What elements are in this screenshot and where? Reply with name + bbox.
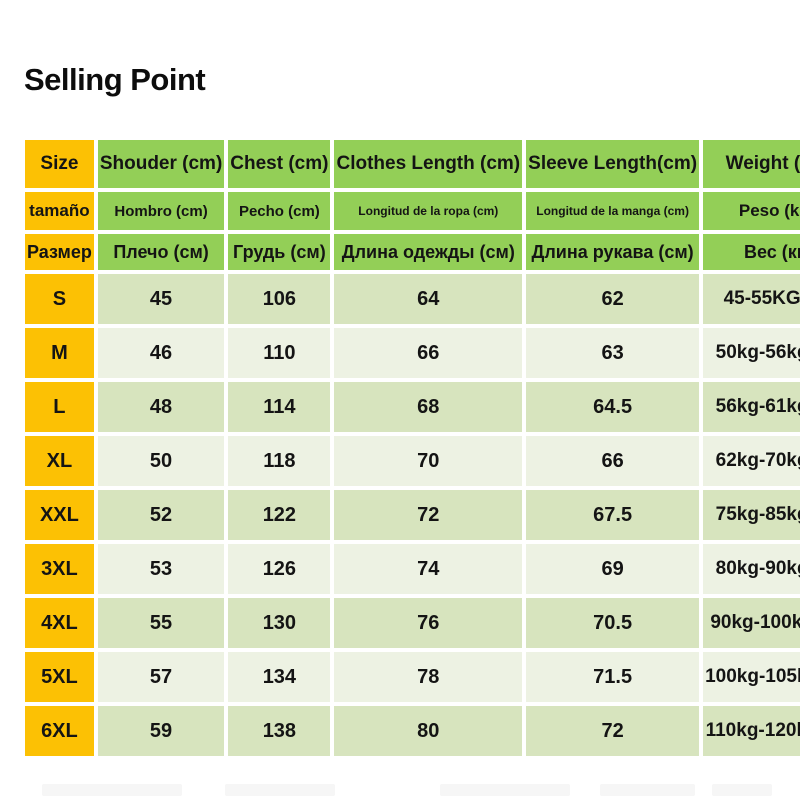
column-header-weight: Weight (kg)	[703, 140, 800, 188]
shoulder-cell: 52	[97, 490, 225, 540]
clothes-length-cell: 72	[334, 490, 523, 540]
table-row-l: L 48 114 68 64.5 56kg-61kg(кг)	[25, 382, 800, 432]
table-row-6xl: 6XL 59 138 80 72 110kg-120kg(кг)	[25, 706, 800, 756]
column-header-size: Size	[25, 140, 94, 188]
sleeve-length-cell: 62	[526, 274, 700, 324]
chest-cell: 134	[228, 652, 331, 702]
shoulder-cell: 57	[97, 652, 225, 702]
size-cell: 5XL	[25, 652, 94, 702]
header-row-spanish: tamaño Hombro (cm) Pecho (cm) Longitud d…	[25, 192, 800, 230]
table-row-4xl: 4XL 55 130 76 70.5 90kg-100kg(кг)	[25, 598, 800, 648]
shoulder-cell: 46	[97, 328, 225, 378]
weight-cell: 56kg-61kg(кг)	[703, 382, 800, 432]
column-header-clothes-length-es: Longitud de la ropa (cm)	[334, 192, 523, 230]
sleeve-length-cell: 70.5	[526, 598, 700, 648]
shoulder-cell: 45	[97, 274, 225, 324]
chest-cell: 106	[228, 274, 331, 324]
faded-block	[225, 784, 335, 796]
clothes-length-cell: 68	[334, 382, 523, 432]
column-header-shoulder: Shouder (cm)	[97, 140, 225, 188]
chest-cell: 138	[228, 706, 331, 756]
sleeve-length-cell: 69	[526, 544, 700, 594]
sleeve-length-cell: 66	[526, 436, 700, 486]
column-header-clothes-length-ru: Длина одежды (см)	[334, 234, 523, 270]
shoulder-cell: 55	[97, 598, 225, 648]
table-row-xl: XL 50 118 70 66 62kg-70kg(кг)	[25, 436, 800, 486]
clothes-length-cell: 74	[334, 544, 523, 594]
column-header-sleeve-length-es: Longitud de la manga (cm)	[526, 192, 700, 230]
shoulder-cell: 50	[97, 436, 225, 486]
size-cell: 6XL	[25, 706, 94, 756]
page-title: Selling Point	[24, 62, 206, 97]
column-header-chest-ru: Грудь (см)	[228, 234, 331, 270]
clothes-length-cell: 64	[334, 274, 523, 324]
clothes-length-cell: 76	[334, 598, 523, 648]
weight-cell: 110kg-120kg(кг)	[703, 706, 800, 756]
sleeve-length-cell: 71.5	[526, 652, 700, 702]
sleeve-length-cell: 72	[526, 706, 700, 756]
column-header-size-es: tamaño	[25, 192, 94, 230]
shoulder-cell: 53	[97, 544, 225, 594]
column-header-weight-ru: Вес (кг)	[703, 234, 800, 270]
size-cell: L	[25, 382, 94, 432]
clothes-length-cell: 66	[334, 328, 523, 378]
weight-cell: 62kg-70kg(кг)	[703, 436, 800, 486]
sleeve-length-cell: 67.5	[526, 490, 700, 540]
size-cell: 4XL	[25, 598, 94, 648]
table-row-m: M 46 110 66 63 50kg-56kg(кг)	[25, 328, 800, 378]
column-header-shoulder-ru: Плечо (см)	[97, 234, 225, 270]
shoulder-cell: 59	[97, 706, 225, 756]
weight-cell: 45-55KG(кг)	[703, 274, 800, 324]
weight-cell: 80kg-90kg(кг)	[703, 544, 800, 594]
chest-cell: 118	[228, 436, 331, 486]
faded-block	[440, 784, 570, 796]
column-header-chest: Chest (cm)	[228, 140, 331, 188]
size-cell: 3XL	[25, 544, 94, 594]
weight-cell: 75kg-85kg(кг)	[703, 490, 800, 540]
clothes-length-cell: 80	[334, 706, 523, 756]
table-row-xxl: XXL 52 122 72 67.5 75kg-85kg(кг)	[25, 490, 800, 540]
table-row-3xl: 3XL 53 126 74 69 80kg-90kg(кг)	[25, 544, 800, 594]
chest-cell: 130	[228, 598, 331, 648]
column-header-weight-es: Peso (kg)	[703, 192, 800, 230]
sleeve-length-cell: 63	[526, 328, 700, 378]
faded-block	[600, 784, 695, 796]
header-row-english: Size Shouder (cm) Chest (cm) Clothes Len…	[25, 140, 800, 188]
weight-cell: 50kg-56kg(кг)	[703, 328, 800, 378]
weight-cell: 100kg-105kg(кг)	[703, 652, 800, 702]
size-cell: XXL	[25, 490, 94, 540]
chest-cell: 114	[228, 382, 331, 432]
table-row-5xl: 5XL 57 134 78 71.5 100kg-105kg(кг)	[25, 652, 800, 702]
weight-cell: 90kg-100kg(кг)	[703, 598, 800, 648]
sleeve-length-cell: 64.5	[526, 382, 700, 432]
clothes-length-cell: 70	[334, 436, 523, 486]
chest-cell: 110	[228, 328, 331, 378]
chest-cell: 122	[228, 490, 331, 540]
header-row-russian: Размер Плечо (см) Грудь (см) Длина одежд…	[25, 234, 800, 270]
faded-block	[42, 784, 182, 796]
shoulder-cell: 48	[97, 382, 225, 432]
column-header-chest-es: Pecho (cm)	[228, 192, 331, 230]
size-cell: S	[25, 274, 94, 324]
cropped-next-section-strip	[0, 783, 800, 797]
column-header-shoulder-es: Hombro (cm)	[97, 192, 225, 230]
size-cell: XL	[25, 436, 94, 486]
clothes-length-cell: 78	[334, 652, 523, 702]
column-header-clothes-length: Clothes Length (cm)	[334, 140, 523, 188]
column-header-size-ru: Размер	[25, 234, 94, 270]
size-cell: M	[25, 328, 94, 378]
size-table: Size Shouder (cm) Chest (cm) Clothes Len…	[21, 136, 800, 760]
faded-block	[712, 784, 772, 796]
column-header-sleeve-length-ru: Длина рукава (см)	[526, 234, 700, 270]
column-header-sleeve-length: Sleeve Length(cm)	[526, 140, 700, 188]
chest-cell: 126	[228, 544, 331, 594]
table-row-s: S 45 106 64 62 45-55KG(кг)	[25, 274, 800, 324]
